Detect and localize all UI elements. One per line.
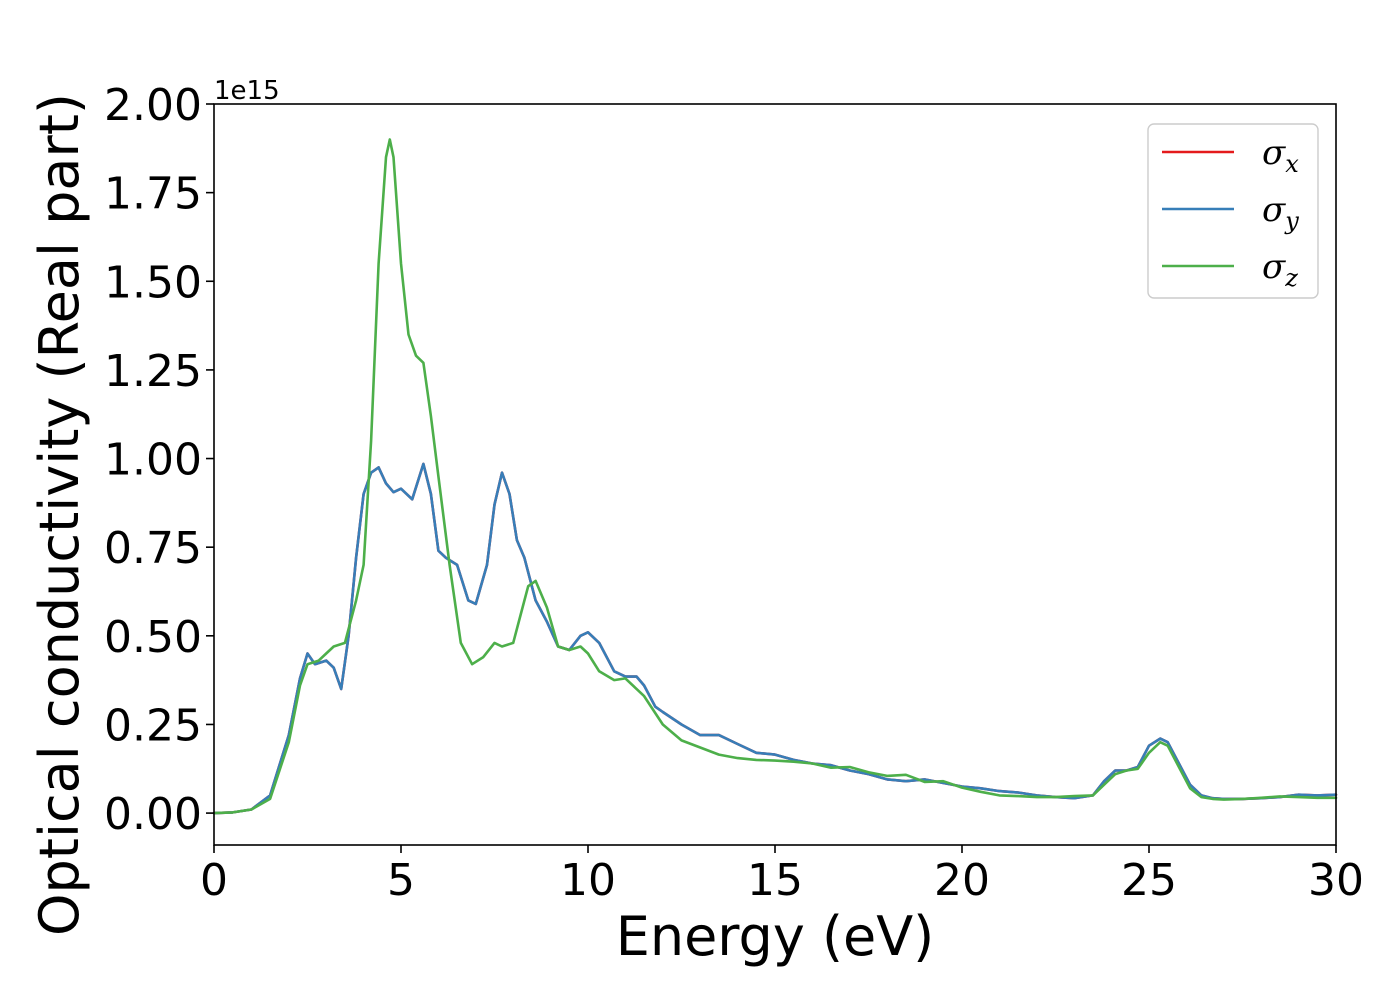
x-tick-label: 10 — [560, 855, 616, 906]
x-tick-label: 15 — [747, 855, 803, 906]
x-axis-label: Energy (eV) — [616, 905, 935, 968]
y-tick-label: 0.25 — [104, 700, 202, 751]
y-tick-label: 0.50 — [104, 612, 202, 663]
x-tick-label: 25 — [1121, 855, 1177, 906]
y-tick-label: 1.50 — [104, 257, 202, 308]
series-line-σz — [212, 138, 1338, 815]
y-tick-label: 0.00 — [104, 789, 202, 840]
y-tick-label: 1.00 — [104, 435, 202, 486]
y-axis-label: Optical conductivity (Real part) — [28, 93, 91, 936]
y-tick-label: 1.75 — [104, 169, 202, 220]
x-tick-label: 30 — [1308, 855, 1364, 906]
series-layer — [212, 138, 1338, 815]
y-axis-ticks: 0.00 0.25 0.50 0.75 1.00 1.25 1.50 1.75 2.00 — [104, 80, 214, 840]
y-tick-label: 2.00 — [104, 80, 202, 131]
x-tick-label: 20 — [934, 855, 990, 906]
legend-box — [1147, 123, 1319, 299]
x-tick-label: 0 — [200, 855, 228, 906]
x-tick-label: 5 — [387, 855, 415, 906]
x-axis-ticks: 0 5 10 15 20 25 30 — [200, 845, 1364, 906]
plot-area — [212, 103, 1338, 846]
y-axis-offset-label: 1e15 — [214, 76, 280, 106]
y-tick-label: 0.75 — [104, 523, 202, 574]
y-tick-label: 1.25 — [104, 346, 202, 397]
